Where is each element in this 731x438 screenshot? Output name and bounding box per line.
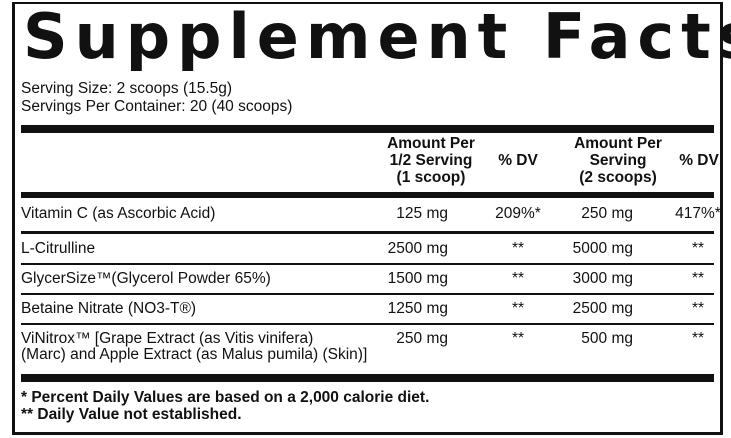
dv-half: 209%* (495, 205, 541, 222)
dv-full: 417%* (675, 205, 721, 222)
dv-half: ** (511, 330, 525, 347)
dv-half: ** (511, 240, 525, 257)
ingredient-name: Vitamin C (as Ascorbic Acid) (21, 205, 216, 222)
footnote: ** Daily Value not established. (21, 406, 242, 423)
ingredient-name: Betaine Nitrate (NO3-T®) (21, 300, 197, 317)
dv-full: ** (691, 270, 705, 287)
column-header: Amount Per Serving (2 scoops) (574, 135, 662, 186)
amount-half: 1250 mg (387, 300, 448, 317)
supplement-facts-label: Supplement Facts Serving Size: 2 scoops … (12, 0, 731, 435)
amount-full: 5000 mg (572, 240, 633, 257)
column-header: Amount Per 1/2 Serving (1 scoop) (387, 135, 475, 186)
ingredient-name: L-Citrulline (21, 240, 96, 257)
row-rule (21, 263, 714, 265)
amount-full: 2500 mg (572, 300, 633, 317)
dv-full: ** (691, 330, 705, 347)
ingredient-name: GlycerSize™(Glycerol Powder 65%) (21, 270, 271, 287)
amount-half: 2500 mg (387, 240, 448, 257)
thick-rule (21, 374, 714, 382)
thick-rule (21, 125, 714, 133)
thick-rule (21, 192, 714, 198)
title: Supplement Facts (23, 0, 731, 73)
column-header: % DV (498, 152, 538, 169)
dv-half: ** (511, 300, 525, 317)
serving-size: Serving Size: 2 scoops (15.5g) (21, 80, 233, 97)
dv-full: ** (691, 300, 705, 317)
ingredient-name: (Marc) and Apple Extract (as Malus pumil… (21, 346, 368, 363)
footnote: * Percent Daily Values are based on a 2,… (21, 389, 430, 406)
row-rule (21, 323, 714, 325)
dv-half: ** (511, 270, 525, 287)
servings-per-container: Servings Per Container: 20 (40 scoops) (21, 98, 293, 115)
column-header: % DV (679, 152, 719, 169)
amount-full: 3000 mg (572, 270, 633, 287)
row-rule (21, 231, 714, 234)
row-rule (21, 293, 714, 295)
dv-full: ** (691, 240, 705, 257)
ingredient-name: ViNitrox™ [Grape Extract (as Vitis vinif… (21, 330, 314, 347)
amount-half: 125 mg (396, 205, 448, 222)
amount-half: 250 mg (396, 330, 448, 347)
amount-full: 500 mg (581, 330, 633, 347)
amount-full: 250 mg (581, 205, 633, 222)
amount-half: 1500 mg (387, 270, 448, 287)
